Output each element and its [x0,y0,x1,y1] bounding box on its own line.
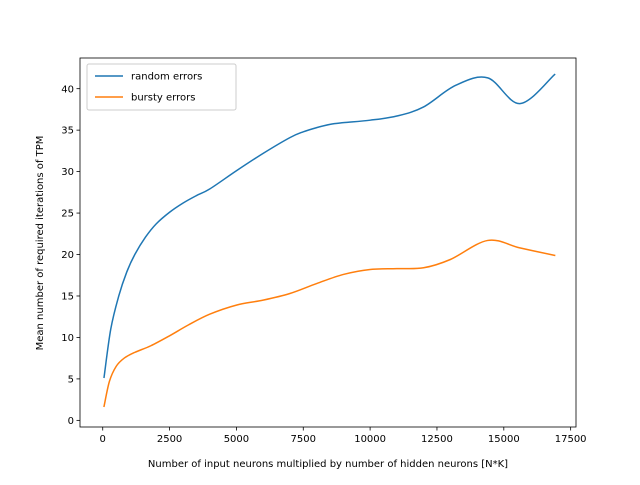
y-tick-label: 5 [68,375,74,386]
y-tick-label: 25 [61,209,74,220]
y-tick-label: 15 [61,292,74,303]
x-axis-label: Number of input neurons multiplied by nu… [148,459,508,470]
y-tick-label: 30 [61,167,74,178]
legend-box [86,63,237,111]
x-tick-label: 0 [100,434,106,445]
series-line-1 [103,73,556,379]
x-tick-label: 17500 [555,434,587,445]
y-tick-label: 40 [61,84,74,95]
x-tick-label: 2500 [157,434,182,445]
y-tick-label: 20 [61,250,74,261]
y-axis-label: Mean number of required iterations of TP… [35,136,46,351]
y-tick-label: 35 [61,126,74,137]
x-tick-label: 5000 [224,434,249,445]
legend-label-1: random errors [131,72,202,83]
y-tick-label: 10 [61,333,74,344]
x-tick-label: 15000 [488,434,520,445]
y-tick-label: 0 [68,416,74,427]
x-tick-label: 7500 [291,434,316,445]
axes-frame [79,57,577,428]
x-tick-label: 12500 [421,434,453,445]
series-line-2 [103,239,556,408]
x-tick-label: 10000 [354,434,386,445]
plot-area: 0 2500 5000 7500 10000 12500 15000 17500 0 5 10 15 2… [61,57,587,445]
legend-label-2: bursty errors [131,93,195,104]
